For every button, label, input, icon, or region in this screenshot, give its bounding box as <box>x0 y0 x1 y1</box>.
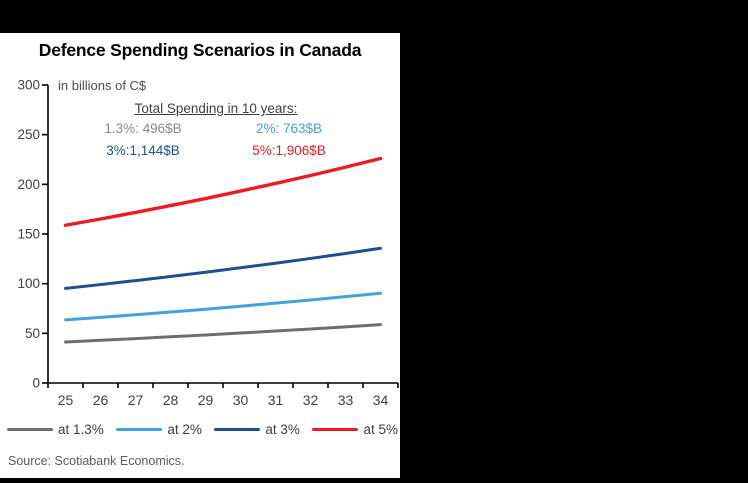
y-tick-label: 250 <box>17 127 40 142</box>
x-tick-label: 25 <box>58 392 74 408</box>
annotation-total-2pct: 2%: 763$B <box>255 121 323 136</box>
legend-item-3pct: at 3% <box>214 422 300 437</box>
x-tick-label: 32 <box>303 392 319 408</box>
legend-swatch-red <box>312 428 359 431</box>
legend-swatch-navy <box>214 428 261 431</box>
chart-title: Defence Spending Scenarios in Canada <box>38 40 362 60</box>
x-tick-label: 28 <box>163 392 179 408</box>
annotation-heading: Total Spending in 10 years: <box>134 101 298 116</box>
chart-panel: Defence Spending Scenarios in Canada 0 50… <box>0 33 400 478</box>
annotation-total-5pct: 5%:1,906$B <box>252 143 326 158</box>
series-line-at-2% <box>64 291 382 322</box>
total-spending-annotation: Total Spending in 10 years: 1.3%: 496$B … <box>70 101 362 165</box>
x-tick-label: 30 <box>233 392 249 408</box>
legend-label: at 2% <box>167 422 202 437</box>
line-chart: 0 50 100 150 200 250 300 25 26 27 28 29 30 31 32 33 34 <box>17 78 399 408</box>
annotation-row: 1.3%: 496$B 2%: 763$B <box>70 121 362 136</box>
source-note: Source: Scotiabank Economics. <box>8 454 185 468</box>
series-line-at-1.3% <box>64 323 382 344</box>
x-tick-label: 34 <box>373 392 389 408</box>
x-tick-label: 33 <box>338 392 354 408</box>
x-tick-label: 26 <box>93 392 109 408</box>
legend-swatch-gray <box>7 428 53 431</box>
annotation-row: 3%:1,144$B 5%:1,906$B <box>70 143 362 158</box>
annotation-total-3pct: 3%:1,144$B <box>106 143 180 158</box>
legend-label: at 3% <box>265 422 300 437</box>
legend-item-1-3pct: at 1.3% <box>7 422 104 437</box>
y-tick-label: 300 <box>17 78 40 93</box>
y-tick-label: 50 <box>25 326 40 341</box>
series-line-at-5% <box>63 156 383 227</box>
y-tick-label: 150 <box>17 227 40 242</box>
legend-label: at 5% <box>363 422 398 437</box>
y-tick-label: 200 <box>17 177 40 192</box>
legend-swatch-lightblue <box>116 428 163 431</box>
legend-label: at 1.3% <box>58 422 104 437</box>
legend-item-5pct: at 5% <box>312 422 398 437</box>
legend-item-2pct: at 2% <box>116 422 202 437</box>
annotation-total-1-3pct: 1.3%: 496$B <box>104 121 182 136</box>
x-tick-label: 29 <box>198 392 214 408</box>
x-tick-label: 27 <box>128 392 144 408</box>
legend: at 1.3% at 2% at 3% at 5% <box>0 422 400 437</box>
series-line-at-3% <box>64 246 382 290</box>
unit-note: in billions of C$ <box>58 78 147 93</box>
y-tick-label: 100 <box>17 276 40 291</box>
y-tick-label: 0 <box>32 376 40 391</box>
x-tick-label: 31 <box>268 392 284 408</box>
